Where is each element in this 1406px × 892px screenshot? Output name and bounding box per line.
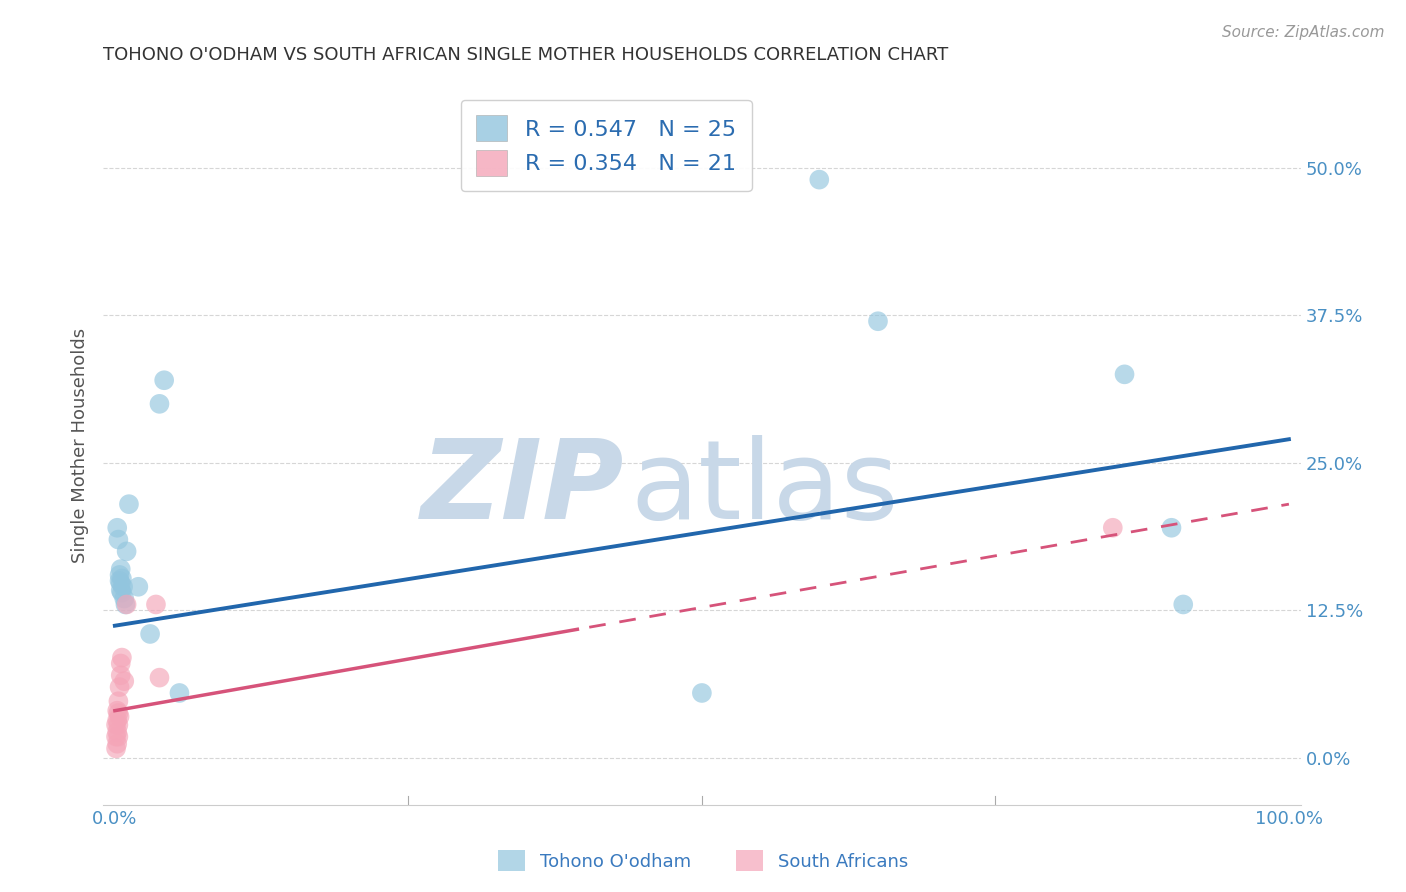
Point — [115, 544, 138, 558]
Point — [105, 718, 128, 732]
Point — [808, 172, 831, 186]
Point — [108, 574, 131, 588]
Point — [107, 706, 129, 720]
Point — [145, 598, 167, 612]
Point — [115, 598, 138, 612]
Point — [108, 709, 131, 723]
Point — [110, 668, 132, 682]
Point — [1114, 368, 1136, 382]
Point — [105, 704, 128, 718]
Point — [105, 725, 128, 739]
Point — [107, 694, 129, 708]
Point — [110, 562, 132, 576]
Point — [148, 671, 170, 685]
Point — [105, 737, 128, 751]
Point — [112, 580, 135, 594]
Point — [110, 583, 132, 598]
Legend: R = 0.547   N = 25, R = 0.354   N = 21: R = 0.547 N = 25, R = 0.354 N = 21 — [461, 100, 752, 191]
Point — [169, 686, 191, 700]
Text: TOHONO O'ODHAM VS SOUTH AFRICAN SINGLE MOTHER HOUSEHOLDS CORRELATION CHART: TOHONO O'ODHAM VS SOUTH AFRICAN SINGLE M… — [103, 46, 949, 64]
Point — [105, 730, 128, 744]
Point — [139, 627, 162, 641]
Point — [110, 657, 132, 671]
Point — [1101, 521, 1123, 535]
Point — [105, 713, 128, 727]
Point — [112, 674, 135, 689]
Point — [866, 314, 889, 328]
Text: ZIP: ZIP — [420, 434, 624, 541]
Point — [111, 650, 134, 665]
Text: Source: ZipAtlas.com: Source: ZipAtlas.com — [1222, 25, 1385, 40]
Point — [111, 572, 134, 586]
Point — [108, 680, 131, 694]
Point — [105, 741, 128, 756]
Point — [118, 497, 141, 511]
Point — [112, 591, 135, 606]
Point — [107, 533, 129, 547]
Point — [107, 730, 129, 744]
Point — [1160, 521, 1182, 535]
Point — [690, 686, 713, 700]
Point — [107, 718, 129, 732]
Point — [105, 521, 128, 535]
Point — [153, 373, 176, 387]
Point — [111, 585, 134, 599]
Point — [108, 568, 131, 582]
Point — [1173, 598, 1195, 612]
Point — [114, 598, 136, 612]
Y-axis label: Single Mother Households: Single Mother Households — [72, 327, 89, 563]
Text: atlas: atlas — [630, 434, 898, 541]
Point — [110, 576, 132, 591]
Point — [148, 397, 170, 411]
Legend: Tohono O'odham, South Africans: Tohono O'odham, South Africans — [491, 843, 915, 879]
Point — [127, 580, 149, 594]
